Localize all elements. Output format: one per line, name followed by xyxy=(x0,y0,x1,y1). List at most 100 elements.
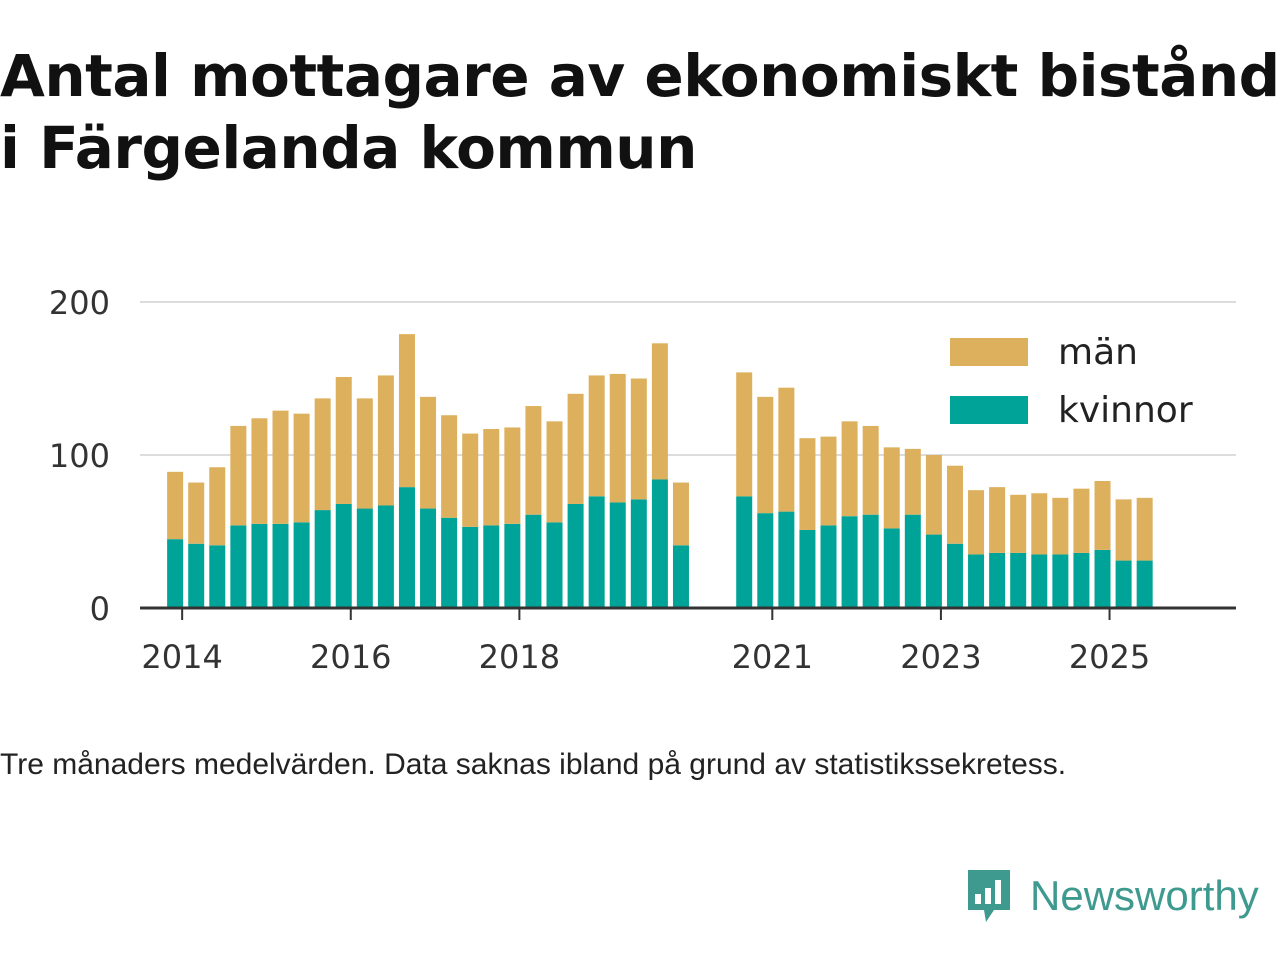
bar-kvinnor-2016-05 xyxy=(335,503,352,608)
bar-man-2025-02 xyxy=(1073,488,1090,553)
bar-man-2016-05 xyxy=(335,376,352,504)
bar-kvinnor-2024-02 xyxy=(989,552,1006,608)
bar-man-2016-02 xyxy=(314,398,331,511)
bar-man-2018-11 xyxy=(546,421,563,523)
bar-man-2019-11 xyxy=(630,378,647,500)
y-tick-label: 100 xyxy=(49,437,110,475)
bar-man-2018-02 xyxy=(483,428,500,526)
bar-man-2020-05 xyxy=(672,482,689,546)
legend-label-1: kvinnor xyxy=(1058,390,1193,431)
bar-kvinnor-2020-05 xyxy=(672,545,689,608)
bar-kvinnor-2014-11 xyxy=(209,545,226,608)
bar-kvinnor-2016-08 xyxy=(356,508,373,608)
bar-kvinnor-2021-08 xyxy=(778,511,795,608)
bar-kvinnor-2022-05 xyxy=(841,516,858,608)
footnote: Tre månaders medelvärden. Data saknas ib… xyxy=(0,748,1067,781)
legend: män kvinnor xyxy=(950,332,1193,431)
bar-kvinnor-2025-05 xyxy=(1094,549,1111,608)
bar-man-2021-08 xyxy=(778,387,795,512)
bars xyxy=(140,334,1236,610)
bar-man-2015-05 xyxy=(251,418,268,524)
bar-man-2021-11 xyxy=(799,438,816,530)
bar-man-2022-08 xyxy=(862,425,879,515)
y-tick-label: 200 xyxy=(49,284,110,322)
bar-kvinnor-2018-02 xyxy=(483,525,500,608)
bar-man-2022-05 xyxy=(841,421,858,517)
bar-man-2023-02 xyxy=(904,448,921,515)
bar-man-2024-08 xyxy=(1031,493,1048,555)
brand-name: Newsworthy xyxy=(1030,872,1259,919)
bar-kvinnor-2023-11 xyxy=(968,554,985,608)
bar-kvinnor-2015-05 xyxy=(251,523,268,608)
bar-man-2024-02 xyxy=(989,487,1006,553)
bar-kvinnor-2024-11 xyxy=(1052,554,1069,608)
bar-man-2024-11 xyxy=(1052,497,1069,555)
x-tick-label: 2016 xyxy=(310,638,391,676)
bar-kvinnor-2024-08 xyxy=(1031,554,1048,608)
bar-man-2025-11 xyxy=(1136,497,1153,561)
bar-man-2021-05 xyxy=(757,396,774,514)
legend-label-0: män xyxy=(1058,332,1138,373)
y-axis-ticks: 0 100 200 xyxy=(49,284,110,628)
bar-man-2015-11 xyxy=(293,413,310,523)
bar-kvinnor-2016-11 xyxy=(377,505,394,608)
bar-kvinnor-2023-02 xyxy=(904,514,921,608)
bar-man-2015-08 xyxy=(272,410,289,524)
bar-kvinnor-2021-02 xyxy=(736,496,753,608)
brand-logo[interactable]: Newsworthy xyxy=(964,866,1259,926)
bar-man-2025-05 xyxy=(1094,481,1111,550)
bar-kvinnor-2021-05 xyxy=(757,513,774,608)
bar-man-2020-02 xyxy=(651,343,668,480)
x-tick-label: 2021 xyxy=(732,638,813,676)
bar-man-2018-08 xyxy=(525,406,542,515)
bar-kvinnor-2022-11 xyxy=(883,528,900,608)
title-line-2: i Färgelanda kommun xyxy=(0,114,697,182)
bar-kvinnor-2019-05 xyxy=(588,496,605,608)
bar-kvinnor-2018-11 xyxy=(546,522,563,608)
bar-kvinnor-2015-02 xyxy=(230,525,247,608)
bar-kvinnor-2025-11 xyxy=(1136,560,1153,608)
bar-man-2016-08 xyxy=(356,398,373,509)
bar-man-2018-05 xyxy=(504,427,521,524)
x-tick-label: 2025 xyxy=(1069,638,1150,676)
bar-kvinnor-2016-02 xyxy=(314,510,331,608)
bar-kvinnor-2020-02 xyxy=(651,479,668,608)
bar-kvinnor-2015-11 xyxy=(293,522,310,608)
x-axis-ticks: 2014 2016 2018 2021 2023 2025 xyxy=(141,608,1150,676)
bar-man-2014-08 xyxy=(188,482,205,544)
bar-man-2021-02 xyxy=(736,372,753,497)
x-tick-label: 2023 xyxy=(900,638,981,676)
bar-man-2014-05 xyxy=(167,471,184,540)
bar-kvinnor-2024-05 xyxy=(1010,552,1027,608)
bar-man-2017-02 xyxy=(398,334,415,488)
bar-man-2024-05 xyxy=(1010,494,1027,553)
bar-kvinnor-2023-05 xyxy=(925,534,942,608)
bar-man-2023-11 xyxy=(968,490,985,555)
bar-kvinnor-2017-11 xyxy=(462,526,479,608)
bar-chart: 0 100 200 2014 2016 2018 2021 2023 2025 män kvin… xyxy=(49,284,1236,676)
bar-man-2017-11 xyxy=(462,433,479,527)
bar-man-2017-05 xyxy=(420,396,437,509)
bar-kvinnor-2015-08 xyxy=(272,523,289,608)
bar-man-2019-05 xyxy=(588,375,605,497)
bar-man-2017-08 xyxy=(441,415,458,518)
bar-man-2022-11 xyxy=(883,447,900,529)
y-tick-label: 0 xyxy=(90,590,110,628)
bar-man-2019-08 xyxy=(609,373,626,503)
bar-man-2016-11 xyxy=(377,375,394,506)
bar-kvinnor-2017-08 xyxy=(441,517,458,608)
bar-kvinnor-2018-05 xyxy=(504,523,521,608)
bar-kvinnor-2021-11 xyxy=(799,529,816,608)
bar-kvinnor-2019-02 xyxy=(567,503,584,608)
bar-man-2022-02 xyxy=(820,436,837,526)
bar-man-2014-11 xyxy=(209,467,226,546)
bar-kvinnor-2017-05 xyxy=(420,508,437,608)
title-line-1: Antal mottagare av ekonomiskt bistånd xyxy=(0,42,1280,110)
bar-kvinnor-2023-08 xyxy=(946,543,963,608)
bar-kvinnor-2019-11 xyxy=(630,499,647,608)
bar-kvinnor-2014-05 xyxy=(167,539,184,608)
legend-swatch-1 xyxy=(950,396,1028,424)
bar-man-2023-05 xyxy=(925,455,942,535)
bar-kvinnor-2025-08 xyxy=(1115,560,1132,608)
newsworthy-logo-icon xyxy=(968,870,1010,922)
